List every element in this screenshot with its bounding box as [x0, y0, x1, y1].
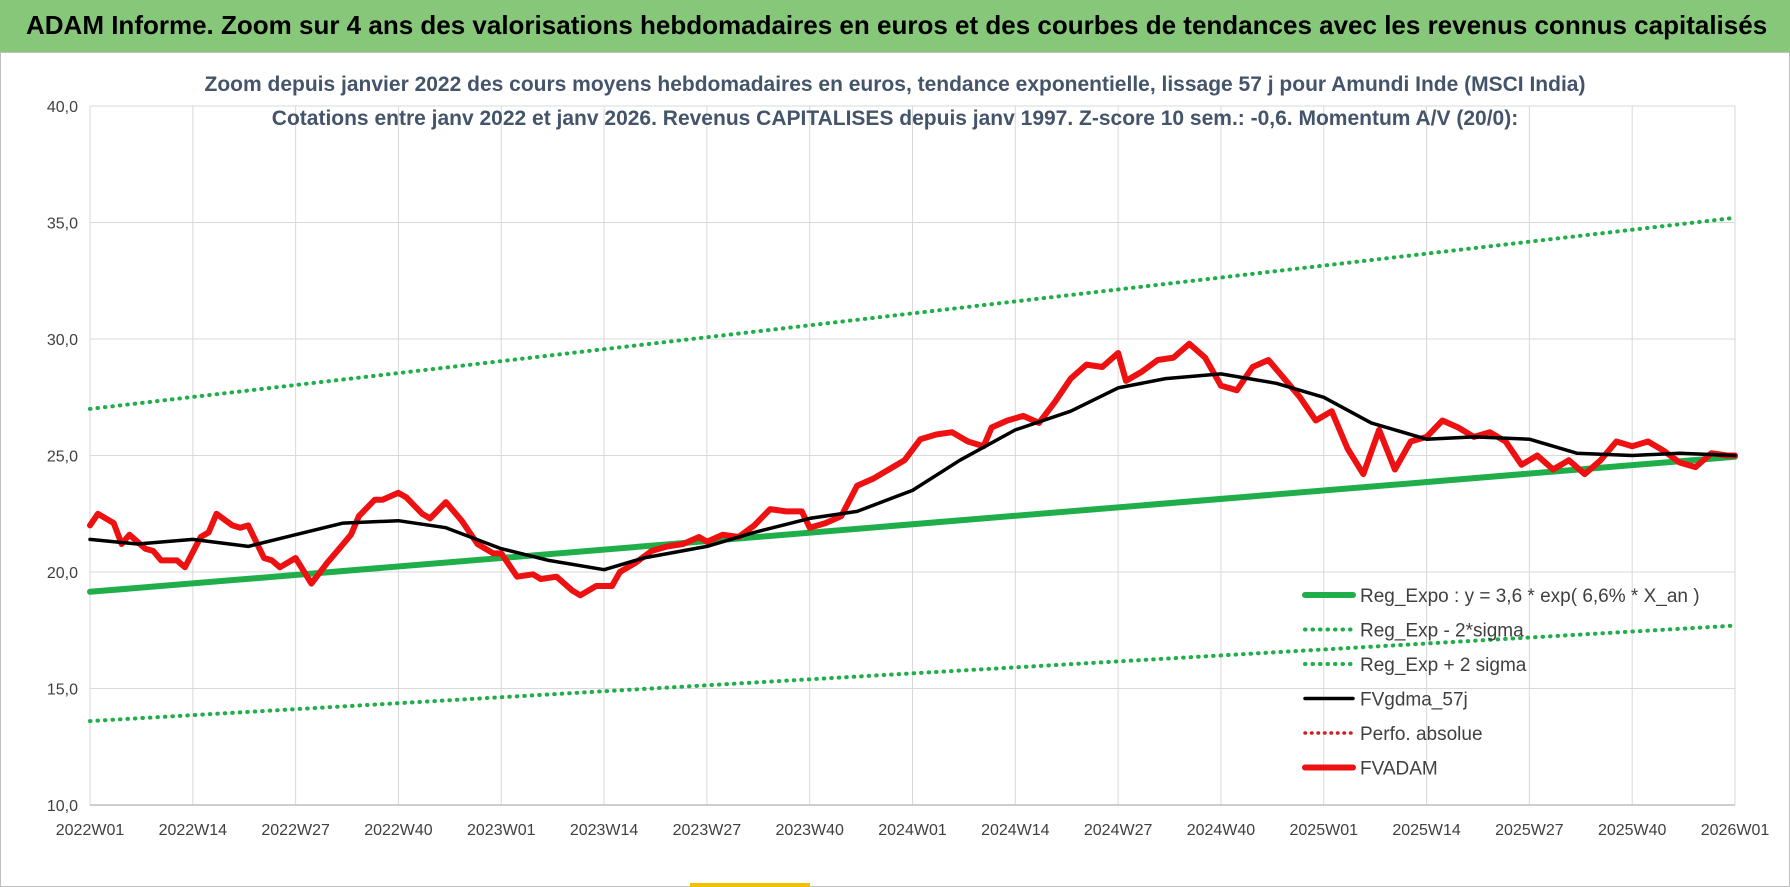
x-tick-label: 2025W40 — [1598, 822, 1667, 839]
axis-ticks: 10,0 15,0 20,0 25,0 30,0 35,0 40,0 2022W01 2022W… — [47, 99, 1769, 839]
x-tick-label: 2023W40 — [775, 822, 844, 839]
reg-expo-line — [87, 453, 1738, 595]
page-bottom-mark — [690, 883, 810, 887]
x-tick-label: 2025W01 — [1290, 822, 1359, 839]
legend-label: Reg_Expo : y = 3,6 * exp( 6,6% * X_an ) — [1360, 586, 1700, 607]
y-tick-label: 30,0 — [47, 332, 78, 349]
reg-exp-plus-2sigma-line — [88, 215, 1737, 411]
x-tick-label: 2024W27 — [1084, 822, 1153, 839]
x-tick-label: 2024W40 — [1187, 822, 1256, 839]
y-tick-label: 20,0 — [47, 565, 78, 582]
x-tick-label: 2025W14 — [1392, 822, 1461, 839]
chart-subtitle-line-1: Zoom depuis janvier 2022 des cours moyen… — [204, 73, 1586, 96]
x-tick-label: 2022W14 — [159, 822, 228, 839]
legend-label: FVADAM — [1360, 759, 1438, 780]
fvgdma-57j-line — [88, 372, 1737, 572]
x-tick-label: 2024W01 — [878, 822, 947, 839]
fvadam-line — [87, 340, 1738, 599]
legend-label: Reg_Exp + 2 sigma — [1360, 655, 1527, 676]
reg-exp-minus-2sigma-line — [88, 623, 1737, 724]
y-tick-label: 25,0 — [47, 449, 78, 466]
legend-label: Perfo. absolue — [1360, 724, 1483, 745]
x-tick-label: 2023W01 — [467, 822, 536, 839]
x-tick-label: 2022W27 — [261, 822, 330, 839]
x-tick-label: 2023W14 — [570, 822, 639, 839]
chart-subtitle-line-2: Cotations entre janv 2022 et janv 2026. … — [271, 107, 1519, 130]
report-banner: ADAM Informe. Zoom sur 4 ans des valoris… — [0, 0, 1790, 54]
y-tick-label: 35,0 — [47, 216, 78, 233]
chart-series — [87, 215, 1738, 724]
chart-frame — [0, 52, 1790, 887]
y-tick-label: 15,0 — [47, 682, 78, 699]
y-tick-label: 10,0 — [47, 798, 78, 815]
x-tick-label: 2026W01 — [1701, 822, 1770, 839]
chart-legend: Reg_Expo : y = 3,6 * exp( 6,6% * X_an ) R… — [1302, 586, 1700, 780]
x-tick-label: 2022W40 — [364, 822, 433, 839]
x-tick-label: 2022W01 — [56, 822, 125, 839]
x-tick-label: 2024W14 — [981, 822, 1050, 839]
x-tick-label: 2025W27 — [1495, 822, 1564, 839]
grid-lines — [89, 105, 1736, 806]
y-tick-label: 40,0 — [47, 99, 78, 116]
legend-label: Reg_Exp - 2*sigma — [1360, 621, 1524, 642]
x-tick-label: 2023W27 — [673, 822, 742, 839]
report-title: ADAM Informe. Zoom sur 4 ans des valoris… — [26, 10, 1768, 40]
legend-label: FVgdma_57j — [1360, 690, 1468, 711]
